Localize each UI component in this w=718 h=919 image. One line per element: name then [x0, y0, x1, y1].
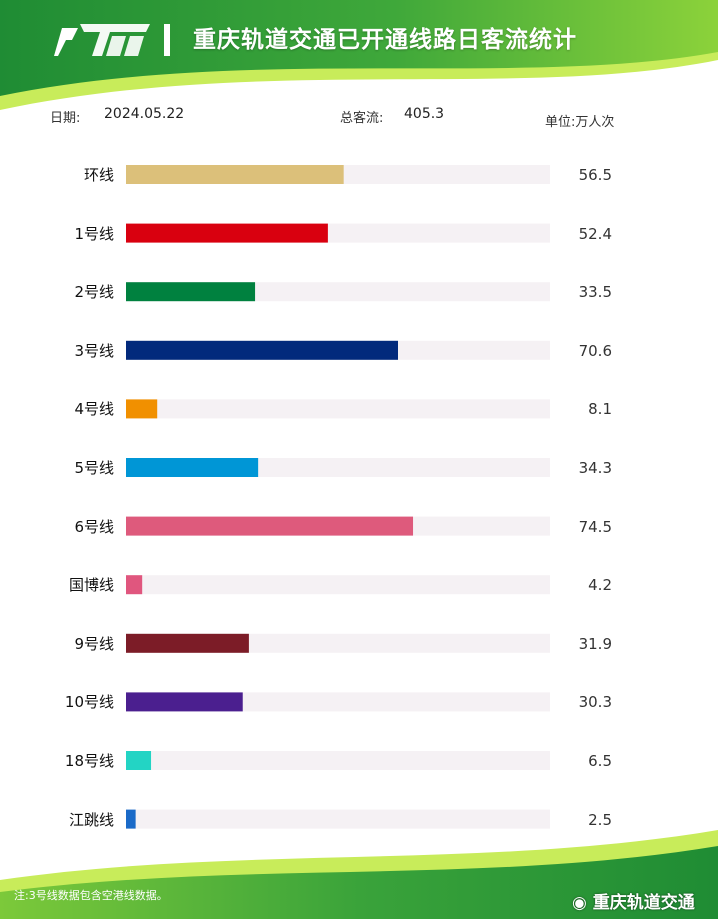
unit-label: 单位:万人次 [545, 115, 615, 130]
category-label: 1号线 [74, 224, 114, 243]
weibo-icon: ◉ [572, 893, 587, 913]
bar [126, 458, 259, 477]
category-label: 5号线 [74, 459, 114, 477]
bar-track [126, 809, 550, 829]
category-label: 3号线 [74, 341, 114, 360]
page-title: 重庆轨道交通已开通线路日客流统计 [193, 27, 577, 53]
category-label: 9号线 [74, 634, 114, 653]
value-label: 2.5 [588, 810, 612, 829]
value-label: 56.5 [578, 166, 612, 184]
value-label: 34.3 [578, 459, 612, 477]
value-label: 4.2 [588, 576, 612, 595]
bar [126, 399, 158, 419]
bar [126, 575, 143, 595]
category-label: 国博线 [68, 576, 114, 595]
value-label: 31.9 [578, 634, 612, 653]
category-label: 10号线 [64, 693, 114, 712]
bar-chart [126, 165, 550, 829]
bar [126, 692, 243, 712]
value-label: 52.4 [578, 224, 612, 243]
weibo-watermark: ◉ 重庆轨道交通 [572, 888, 695, 913]
bar-track [126, 399, 550, 419]
footer-wave [0, 846, 718, 919]
value-label: 8.1 [588, 400, 612, 419]
bar-track [126, 751, 550, 770]
header-wave [0, 0, 718, 96]
bar-track [126, 575, 550, 595]
category-label: 6号线 [74, 517, 114, 536]
value-label: 33.5 [578, 283, 612, 302]
value-label: 6.5 [588, 752, 612, 770]
bar [126, 516, 414, 536]
bar [126, 751, 152, 770]
category-label: 4号线 [74, 400, 114, 419]
bar [126, 809, 136, 829]
bar [126, 282, 256, 302]
category-label: 18号线 [64, 752, 114, 770]
category-label: 环线 [83, 166, 114, 184]
category-label: 2号线 [74, 283, 114, 302]
value-label: 74.5 [578, 517, 612, 536]
bar [126, 165, 344, 184]
bar [126, 223, 328, 243]
category-label: 江跳线 [68, 810, 114, 829]
value-label: 30.3 [578, 693, 612, 712]
weibo-account: 重庆轨道交通 [592, 893, 695, 913]
crt-logo-icon [54, 24, 170, 56]
date-label: 日期: [50, 111, 81, 126]
bar [126, 340, 398, 360]
footnote: 注:3号线数据包含空港线数据。 [14, 889, 168, 902]
date-value: 2024.05.22 [104, 106, 185, 122]
total-label: 总客流: [340, 111, 384, 126]
bar [126, 633, 249, 653]
total-value: 405.3 [404, 106, 445, 122]
value-label: 70.6 [578, 341, 612, 360]
